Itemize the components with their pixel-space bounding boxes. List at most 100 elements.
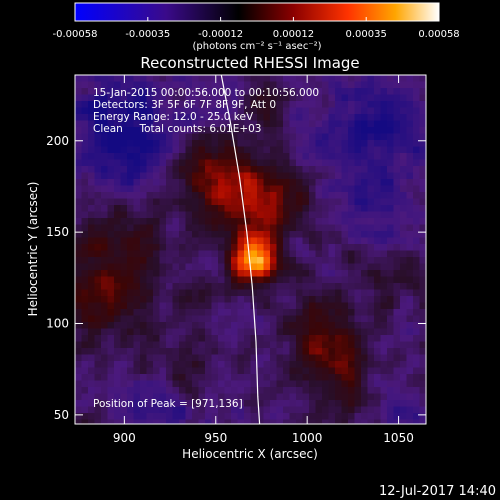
heatmap-cell	[75, 179, 82, 186]
heatmap-cell	[400, 218, 407, 225]
heatmap-cell	[192, 406, 199, 414]
heatmap-cell	[374, 127, 381, 134]
heatmap-cell	[296, 81, 303, 89]
heatmap-cell	[354, 146, 362, 154]
heatmap-cell	[322, 237, 329, 245]
heatmap-cell	[361, 224, 368, 232]
heatmap-cell	[192, 341, 199, 349]
heatmap-cell	[283, 250, 290, 258]
heatmap-cell	[419, 127, 426, 134]
heatmap-cell	[179, 192, 186, 199]
heatmap-cell	[315, 237, 323, 245]
heatmap-cell	[120, 179, 128, 186]
heatmap-cell	[218, 406, 225, 414]
heatmap-cell	[244, 244, 251, 251]
heatmap-cell	[322, 348, 329, 355]
heatmap-cell	[211, 387, 219, 394]
heatmap-cell	[328, 296, 336, 303]
heatmap-cell	[205, 172, 212, 180]
heatmap-cell	[231, 166, 238, 173]
heatmap-cell	[244, 192, 251, 199]
heatmap-cell	[88, 387, 95, 394]
heatmap-cell	[387, 231, 394, 238]
heatmap-cell	[302, 354, 310, 362]
heatmap-cell	[114, 263, 121, 271]
heatmap-cell	[257, 198, 264, 206]
heatmap-cell	[185, 244, 193, 251]
heatmap-cell	[218, 400, 225, 407]
heatmap-cell	[94, 354, 102, 362]
heatmap-cell	[374, 146, 381, 154]
heatmap-cell	[348, 224, 355, 232]
heatmap-cell	[315, 361, 323, 368]
heatmap-cell	[224, 367, 232, 375]
heatmap-cell	[133, 367, 141, 375]
heatmap-cell	[114, 393, 121, 401]
heatmap-cell	[328, 120, 336, 128]
heatmap-cell	[289, 393, 297, 401]
heatmap-cell	[341, 101, 349, 108]
heatmap-cell	[374, 413, 381, 420]
heatmap-cell	[101, 276, 108, 284]
heatmap-cell	[302, 205, 310, 212]
heatmap-cell	[328, 348, 336, 355]
heatmap-cell	[406, 237, 414, 245]
heatmap-cell	[211, 406, 219, 414]
heatmap-cell	[257, 335, 264, 342]
heatmap-cell	[263, 172, 271, 180]
heatmap-cell	[380, 393, 388, 401]
heatmap-cell	[81, 309, 89, 316]
heatmap-cell	[393, 146, 401, 154]
heatmap-cell	[185, 387, 193, 394]
heatmap-cell	[179, 224, 186, 232]
heatmap-cell	[133, 309, 141, 316]
heatmap-cell	[283, 374, 290, 381]
heatmap-cell	[270, 224, 277, 232]
heatmap-cell	[283, 81, 290, 89]
heatmap-cell	[257, 309, 264, 316]
heatmap-cell	[179, 315, 186, 323]
heatmap-cell	[127, 146, 134, 154]
heatmap-cell	[406, 81, 414, 89]
heatmap-cell	[146, 224, 154, 232]
heatmap-cell	[218, 146, 225, 154]
heatmap-cell	[120, 88, 128, 95]
heatmap-cell	[159, 237, 167, 245]
heatmap-cell	[270, 341, 277, 349]
heatmap-cell	[146, 172, 154, 180]
heatmap-cell	[244, 172, 251, 180]
heatmap-cell	[127, 179, 134, 186]
heatmap-cell	[276, 296, 284, 303]
heatmap-cell	[159, 413, 167, 420]
heatmap-cell	[211, 361, 219, 368]
heatmap-cell	[192, 328, 199, 336]
heatmap-cell	[94, 419, 102, 424]
heatmap-cell	[276, 192, 284, 199]
heatmap-cell	[322, 289, 329, 297]
heatmap-cell	[270, 296, 277, 303]
heatmap-cell	[205, 393, 212, 401]
colorbar-tick-label: 0.00035	[346, 29, 387, 40]
heatmap-cell	[400, 179, 407, 186]
heatmap-cell	[146, 289, 154, 297]
heatmap-cell	[406, 354, 414, 362]
heatmap-cell	[224, 172, 232, 180]
heatmap-cell	[341, 250, 349, 258]
heatmap-cell	[302, 114, 310, 121]
heatmap-cell	[322, 153, 329, 160]
heatmap-cell	[302, 185, 310, 193]
heatmap-cell	[250, 120, 258, 128]
heatmap-cell	[172, 361, 180, 368]
heatmap-cell	[250, 257, 258, 264]
heatmap-cell	[367, 140, 375, 147]
heatmap-cell	[140, 341, 147, 349]
heatmap-cell	[387, 244, 394, 251]
heatmap-cell	[81, 276, 89, 284]
heatmap-cell	[140, 231, 147, 238]
heatmap-cell	[276, 328, 284, 336]
heatmap-cell	[387, 198, 394, 206]
heatmap-cell	[296, 348, 303, 355]
heatmap-cell	[146, 276, 154, 284]
heatmap-cell	[322, 140, 329, 147]
